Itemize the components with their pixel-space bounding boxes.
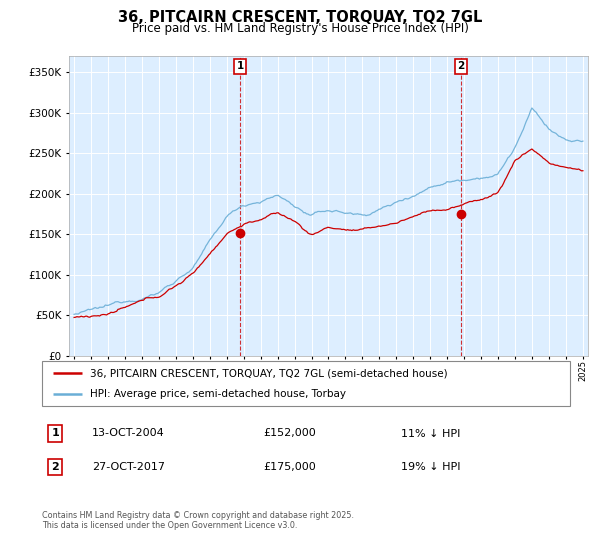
Text: £175,000: £175,000 [264, 462, 317, 472]
Text: 1: 1 [236, 62, 244, 72]
Text: HPI: Average price, semi-detached house, Torbay: HPI: Average price, semi-detached house,… [89, 389, 346, 399]
Text: 19% ↓ HPI: 19% ↓ HPI [401, 462, 461, 472]
Text: 2: 2 [458, 62, 465, 72]
Text: £152,000: £152,000 [264, 428, 317, 438]
Text: 27-OCT-2017: 27-OCT-2017 [92, 462, 165, 472]
Text: 13-OCT-2004: 13-OCT-2004 [92, 428, 165, 438]
Text: 11% ↓ HPI: 11% ↓ HPI [401, 428, 460, 438]
FancyBboxPatch shape [42, 361, 570, 406]
Text: Contains HM Land Registry data © Crown copyright and database right 2025.
This d: Contains HM Land Registry data © Crown c… [42, 511, 354, 530]
Text: 36, PITCAIRN CRESCENT, TORQUAY, TQ2 7GL (semi-detached house): 36, PITCAIRN CRESCENT, TORQUAY, TQ2 7GL … [89, 368, 447, 379]
Text: Price paid vs. HM Land Registry's House Price Index (HPI): Price paid vs. HM Land Registry's House … [131, 22, 469, 35]
Text: 1: 1 [52, 428, 59, 438]
Text: 36, PITCAIRN CRESCENT, TORQUAY, TQ2 7GL: 36, PITCAIRN CRESCENT, TORQUAY, TQ2 7GL [118, 10, 482, 25]
Text: 2: 2 [52, 462, 59, 472]
